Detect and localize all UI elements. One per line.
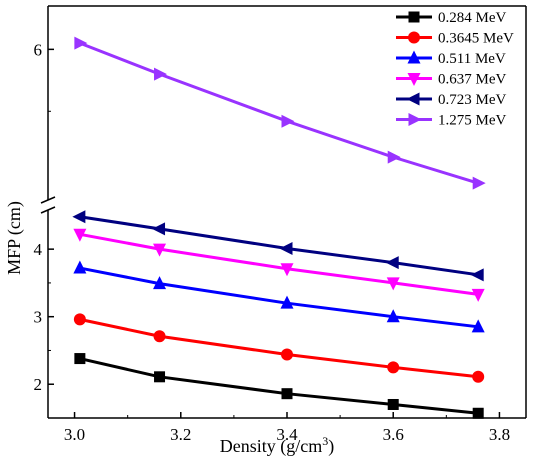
data-point — [74, 353, 86, 365]
series-line — [79, 266, 479, 329]
y-axis-break-mark-upper — [40, 196, 56, 204]
legend-label: 0.511 MeV — [438, 51, 506, 67]
legend-item: 0.284 MeV — [396, 10, 506, 26]
x-tick-label: 3.8 — [489, 425, 510, 444]
data-point — [73, 228, 87, 242]
x-tick-label: 3.6 — [383, 425, 404, 444]
x-tick-label: 3.4 — [276, 425, 298, 444]
x-tick-label: 3.0 — [64, 425, 85, 444]
y-axis-title: MFP (cm) — [4, 201, 25, 275]
data-point — [472, 370, 485, 383]
data-point — [281, 114, 295, 128]
data-point — [152, 222, 166, 236]
y-tick-label: 3 — [34, 308, 43, 327]
legend-item: 0.637 MeV — [396, 72, 506, 88]
series-line — [79, 41, 479, 185]
y-tick-label: 4 — [34, 240, 43, 259]
data-point — [279, 241, 293, 255]
legend-marker — [407, 73, 421, 86]
data-point — [470, 268, 484, 282]
axes: 3.0 3.2 3.4 3.6 3.8 2 3 4 6 — [34, 5, 527, 444]
legend-label: 0.723 MeV — [438, 92, 506, 108]
data-point — [387, 361, 400, 374]
y-axis-break-mark-lower — [40, 206, 56, 214]
data-point — [153, 243, 167, 257]
series-line — [79, 232, 479, 296]
data-point — [471, 288, 485, 302]
series-5 — [74, 36, 486, 190]
legend-label: 0.284 MeV — [438, 10, 506, 26]
data-point — [280, 263, 294, 277]
data-point — [281, 388, 293, 400]
legend-item: 1.275 MeV — [396, 113, 506, 129]
series-2 — [73, 260, 485, 333]
data-point — [74, 36, 88, 50]
y-tick-label: 2 — [34, 375, 43, 394]
x-axis-title: Density (g/cm3) — [220, 434, 334, 457]
legend-label: 0.3645 MeV — [438, 31, 514, 47]
series-3 — [73, 228, 485, 302]
legend: 0.284 MeV 0.3645 MeV 0.511 MeV 0.637 MeV 0.7… — [396, 10, 514, 129]
legend-label: 0.637 MeV — [438, 72, 506, 88]
x-axis-title-superscript: 3 — [322, 434, 328, 448]
legend-marker — [408, 113, 422, 126]
legend-marker — [408, 31, 420, 44]
data-point — [387, 398, 399, 410]
legend-marker — [406, 92, 420, 106]
data-point — [471, 319, 485, 333]
data-point — [386, 309, 400, 323]
data-point — [472, 176, 486, 190]
data-point — [154, 371, 166, 383]
legend-marker — [408, 11, 420, 23]
series-line — [79, 357, 479, 415]
data-point — [73, 260, 87, 274]
legend-label: 1.275 MeV — [438, 113, 506, 129]
y-tick-label: 6 — [34, 40, 43, 59]
legend-marker — [407, 50, 421, 64]
data-point — [73, 313, 86, 326]
x-tick-label: 3.2 — [170, 425, 191, 444]
legend-item: 0.511 MeV — [396, 50, 506, 67]
data-point — [386, 277, 400, 291]
data-point — [385, 256, 399, 270]
data-point — [281, 348, 293, 361]
data-point — [280, 295, 294, 309]
series-0 — [74, 353, 484, 419]
x-axis-title-close: ) — [328, 436, 334, 457]
data-point — [153, 276, 167, 290]
series-4 — [72, 210, 484, 282]
series-line — [79, 317, 479, 379]
data-point — [72, 210, 86, 224]
x-axis-title-main: Density (g/cm — [220, 436, 322, 457]
data-point — [472, 407, 484, 419]
legend-item: 0.3645 MeV — [396, 31, 514, 47]
data-point — [153, 330, 166, 343]
data-point — [154, 67, 168, 81]
series-1 — [73, 313, 485, 383]
data-point — [387, 150, 401, 164]
legend-item: 0.723 MeV — [396, 92, 506, 108]
